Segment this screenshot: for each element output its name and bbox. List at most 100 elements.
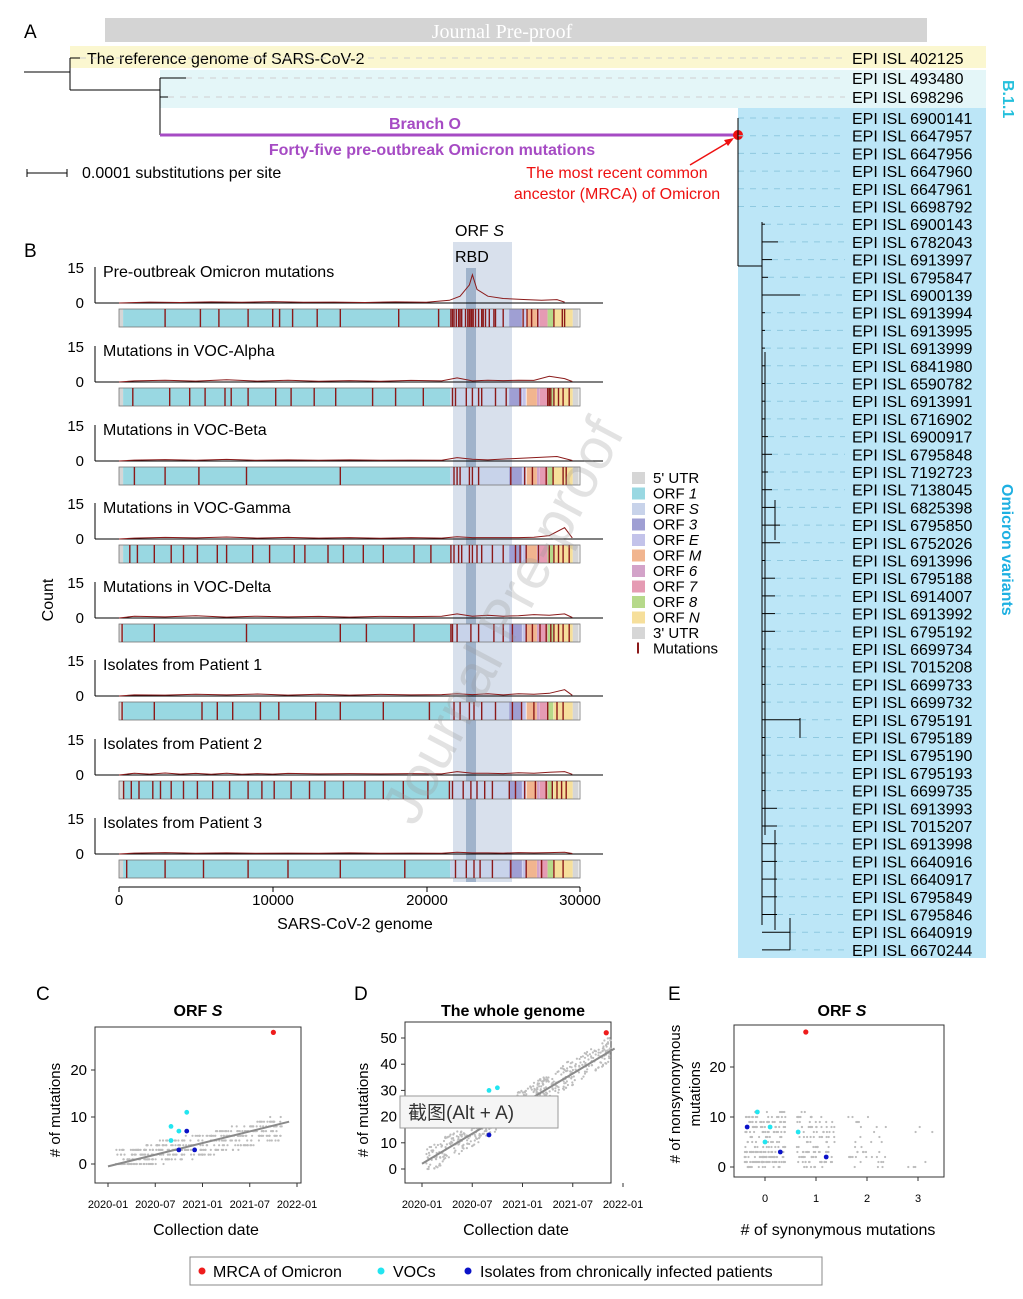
background-point [748, 1130, 752, 1134]
background-point [234, 1139, 237, 1142]
background-point [812, 1145, 815, 1149]
track-density-line [118, 455, 573, 462]
panel-e-title-italic: S [856, 1003, 867, 1020]
x-tick-label: 2020-01 [88, 1199, 128, 1211]
genome-region [522, 624, 526, 642]
background-point [809, 1140, 812, 1144]
background-point [465, 1147, 468, 1150]
background-point [275, 1130, 278, 1133]
background-point [238, 1130, 241, 1133]
x-tick-label: 2021-01 [182, 1199, 222, 1211]
background-point [801, 1160, 804, 1164]
background-point [586, 1054, 589, 1057]
background-point [279, 1120, 282, 1123]
y-tick-label: 0 [389, 1161, 397, 1178]
background-point [426, 1156, 429, 1159]
background-point [177, 1139, 180, 1142]
genome-region [119, 860, 124, 878]
background-point [441, 1160, 444, 1163]
background-point [436, 1143, 439, 1147]
background-point [751, 1115, 754, 1119]
background-point [574, 1063, 577, 1066]
track-title: Isolates from Patient 1 [103, 657, 262, 674]
background-point [771, 1140, 775, 1144]
background-point [162, 1162, 165, 1166]
legend-swatch [632, 487, 645, 500]
background-point [180, 1158, 183, 1161]
genome-region [450, 545, 510, 563]
background-point [164, 1158, 167, 1161]
genome-region [540, 388, 548, 406]
background-point [914, 1130, 917, 1134]
background-point [855, 1120, 858, 1124]
background-point [469, 1140, 472, 1143]
background-point [197, 1153, 201, 1156]
background-point [266, 1120, 269, 1123]
background-point [800, 1110, 803, 1114]
background-point [127, 1162, 130, 1166]
background-point [466, 1139, 469, 1142]
background-point [593, 1049, 596, 1052]
genome-region [540, 781, 548, 799]
background-point [854, 1155, 858, 1159]
background-point [562, 1088, 566, 1091]
background-point [517, 1091, 520, 1094]
genome-region [537, 860, 540, 878]
background-point [182, 1144, 185, 1147]
orf-s-label-italic: S [493, 223, 504, 240]
background-point [475, 1137, 478, 1140]
background-point [478, 1132, 481, 1136]
panel-c-plot-frame [94, 1026, 302, 1184]
background-point [809, 1165, 813, 1169]
background-point [118, 1148, 121, 1151]
background-point [772, 1165, 775, 1169]
background-point [780, 1115, 784, 1119]
background-point [827, 1135, 830, 1139]
background-point [774, 1125, 777, 1129]
omicron-tip-id: EPI ISL 6900139 [852, 288, 972, 305]
background-point [466, 1142, 470, 1145]
background-point [457, 1138, 460, 1141]
omicron-tip-id: EPI ISL 6795190 [852, 748, 972, 765]
background-point [160, 1158, 163, 1161]
x-tick-label: 2020-07 [452, 1199, 492, 1211]
background-point [139, 1162, 143, 1166]
y-tick-label: 10 [70, 1109, 87, 1126]
track-title: Isolates from Patient 2 [103, 736, 262, 753]
rbd-label: RBD [455, 249, 489, 266]
genome-region [509, 467, 522, 485]
background-point [181, 1139, 184, 1142]
genome-bar-frame [118, 859, 581, 879]
track-ytick: 15 [67, 653, 84, 670]
panel-e-ylabel-2: mutations [687, 1061, 704, 1126]
background-point [478, 1136, 481, 1139]
background-point [447, 1156, 450, 1159]
background-point [766, 1140, 770, 1144]
omicron-tip-id: EPI ISL 6716902 [852, 412, 972, 429]
genome-region [119, 388, 124, 406]
background-point [594, 1053, 597, 1056]
genome-region [572, 781, 579, 799]
tooltip-text: 截图(Alt + A) [408, 1102, 514, 1124]
background-point [155, 1144, 158, 1147]
b11-clade-label: B.1.1 [999, 80, 1016, 118]
background-point [770, 1145, 773, 1149]
track-ytick: 15 [67, 418, 84, 435]
background-point [822, 1130, 825, 1134]
background-point [907, 1165, 910, 1169]
background-point [773, 1130, 776, 1134]
background-point [271, 1130, 274, 1133]
background-point [884, 1155, 887, 1159]
b11-id: EPI ISL 493480 [852, 71, 964, 88]
background-point [766, 1130, 769, 1134]
background-point [543, 1087, 546, 1090]
background-point [744, 1155, 747, 1159]
genome-region [572, 702, 579, 720]
background-point [554, 1072, 557, 1075]
background-point [566, 1069, 569, 1072]
genome-region [119, 545, 124, 563]
genome-region [537, 702, 540, 720]
background-point [260, 1130, 263, 1133]
legend-swatch [632, 549, 645, 562]
background-point [450, 1140, 453, 1143]
